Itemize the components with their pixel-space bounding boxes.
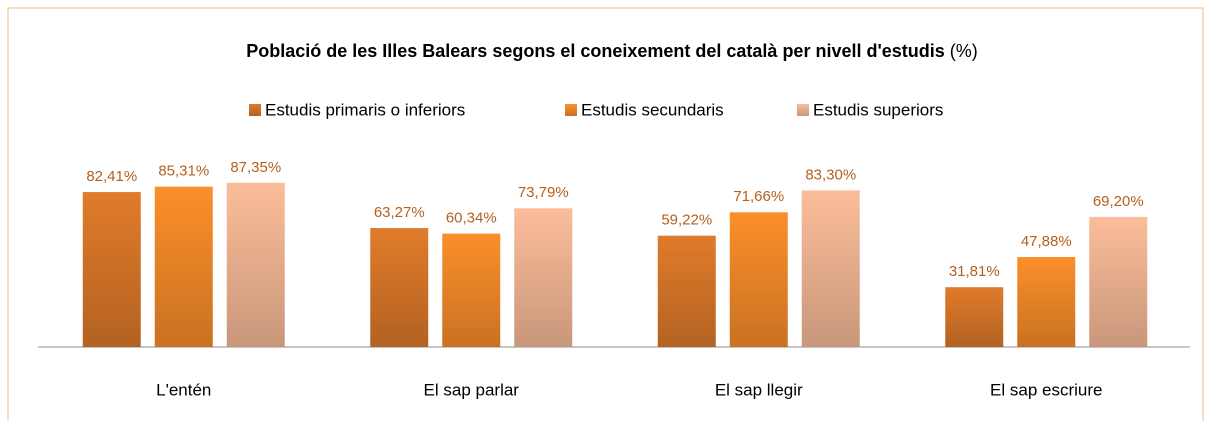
- value-label: 87,35%: [230, 159, 281, 176]
- bar: [1089, 216, 1148, 347]
- legend-swatch: [249, 104, 261, 116]
- bar: [1017, 256, 1076, 347]
- bar: [514, 208, 573, 347]
- chart-title: Població de les Illes Balears segons el …: [246, 41, 978, 61]
- value-label: 63,27%: [374, 204, 425, 221]
- value-label: 71,66%: [733, 188, 784, 205]
- value-label: 73,79%: [518, 184, 569, 201]
- value-label: 83,30%: [805, 166, 856, 183]
- legend-label: Estudis secundaris: [581, 100, 724, 119]
- value-label: 31,81%: [949, 263, 1000, 280]
- value-label: 47,88%: [1021, 233, 1072, 250]
- legend-swatch: [565, 104, 577, 116]
- bar: [945, 287, 1004, 347]
- value-label: 69,20%: [1093, 193, 1144, 210]
- value-label: 60,34%: [446, 210, 497, 227]
- legend-label: Estudis superiors: [813, 100, 943, 119]
- bar: [801, 190, 860, 347]
- bar: [657, 235, 716, 347]
- legend-label: Estudis primaris o inferiors: [265, 100, 465, 119]
- value-label: 59,22%: [661, 212, 712, 229]
- legend-swatch: [797, 104, 809, 116]
- bar: [729, 212, 788, 347]
- bar: [154, 186, 213, 347]
- x-tick-label: El sap parlar: [424, 380, 520, 399]
- x-tick-label: L'entén: [156, 380, 211, 399]
- bar: [82, 192, 141, 347]
- bar: [442, 233, 501, 347]
- x-tick-label: El sap escriure: [990, 380, 1102, 399]
- x-tick-label: El sap llegir: [715, 380, 803, 399]
- value-label: 85,31%: [158, 163, 209, 180]
- bar: [226, 182, 285, 347]
- value-label: 82,41%: [86, 168, 137, 185]
- bar: [370, 228, 429, 347]
- title-unit: (%): [950, 41, 978, 61]
- title-text: Població de les Illes Balears segons el …: [246, 41, 945, 61]
